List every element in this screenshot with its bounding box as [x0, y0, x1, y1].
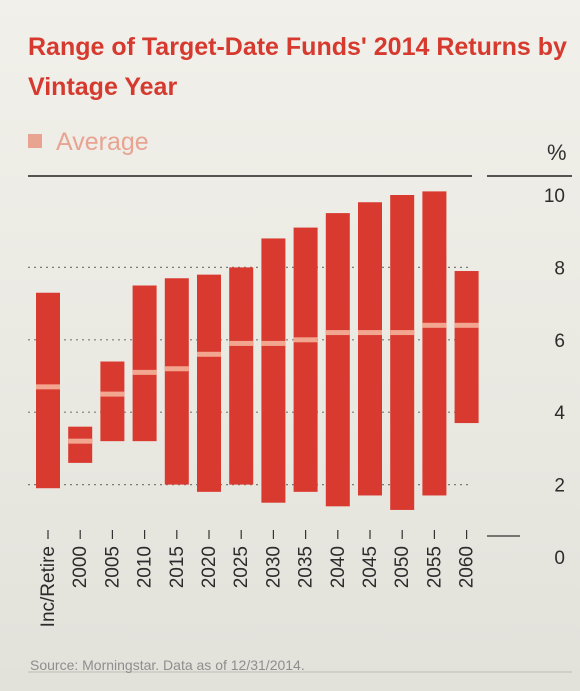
x-category-label: 2020 — [199, 546, 220, 588]
average-marker-2000 — [68, 438, 93, 444]
y-axis-ticks: 0 2 4 6 8 10 — [544, 186, 566, 569]
range-bar-2005 — [100, 361, 125, 442]
x-category-label: 2005 — [102, 546, 123, 588]
average-marker-2025 — [229, 340, 254, 346]
average-marker-2060 — [454, 322, 479, 328]
range-bar-2055 — [422, 191, 447, 496]
range-bars — [36, 191, 479, 510]
unit-label: % — [547, 140, 567, 165]
range-bar-2020 — [197, 274, 221, 492]
x-category-label: 2060 — [457, 546, 478, 588]
average-marker-2040 — [325, 330, 350, 336]
average-marker-2020 — [197, 351, 221, 357]
average-marker-2005 — [100, 391, 125, 397]
range-bar-2035 — [293, 227, 318, 492]
x-axis-categories: Inc/Retire 2000 2005 2010 2015 2020 2025 2030 20… — [38, 530, 520, 627]
legend-swatch-average — [28, 134, 42, 148]
x-category-label: Inc/Retire — [38, 546, 59, 627]
average-marker-2050 — [390, 330, 415, 336]
x-category-label: 2055 — [424, 546, 445, 588]
range-bar-inc-retire — [36, 292, 60, 489]
legend-label-average: Average — [56, 128, 149, 156]
x-category-label: 2030 — [263, 546, 284, 588]
x-category-label: 2000 — [70, 546, 91, 588]
range-bar-2025 — [229, 267, 254, 485]
x-category-label: 2050 — [392, 546, 413, 588]
y-tick-label-4: 4 — [554, 403, 565, 424]
chart-title-line-1: Range of Target-Date Funds' 2014 Returns… — [28, 33, 567, 61]
average-marker-2035 — [293, 337, 318, 343]
y-tick-label-2: 2 — [554, 476, 565, 497]
average-marker-2045 — [358, 330, 382, 336]
x-category-label: 2010 — [135, 546, 156, 588]
source-note: Source: Morningstar. Data as of 12/31/20… — [30, 657, 305, 673]
x-category-label: 2025 — [231, 546, 252, 588]
range-bar-2045 — [358, 202, 382, 496]
chart-title-line-2: Vintage Year — [28, 73, 177, 101]
average-marker-2055 — [422, 322, 447, 328]
y-tick-label-10: 10 — [544, 186, 565, 207]
average-marker-2010 — [132, 369, 157, 375]
x-category-label: 2045 — [360, 546, 381, 588]
range-bar-2010 — [132, 285, 157, 442]
average-marker-2015 — [164, 366, 189, 372]
range-bar-2040 — [325, 213, 350, 507]
x-category-label: 2015 — [167, 546, 188, 588]
average-marker-2030 — [261, 340, 286, 346]
range-bar-2015 — [164, 278, 189, 485]
y-tick-label-6: 6 — [554, 331, 565, 352]
y-tick-label-0: 0 — [554, 548, 565, 569]
range-bar-2000 — [68, 426, 93, 463]
range-bar-2030 — [261, 238, 286, 503]
range-bar-2050 — [390, 195, 415, 510]
x-category-label: 2040 — [328, 546, 349, 588]
range-bar-2060 — [454, 271, 479, 424]
x-category-label: 2035 — [296, 546, 317, 588]
y-tick-label-8: 8 — [554, 258, 565, 279]
average-marker-inc-retire — [36, 384, 60, 390]
